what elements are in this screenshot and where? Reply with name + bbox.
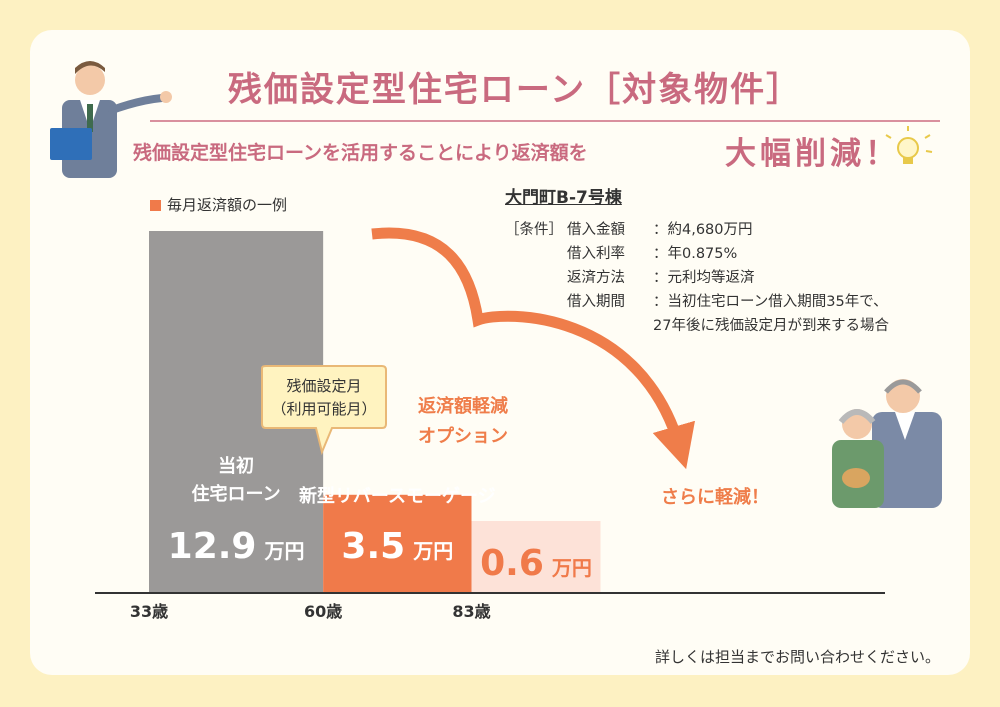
subtitle: 残価設定型住宅ローンを活用することにより返済額を <box>133 142 588 164</box>
property-info: 大門町B-7号棟 ［条件］ 借入金額 ：約4,680万円 借入利率 ：年0.87… <box>505 183 889 338</box>
condition-value: ：約4,680万円 <box>653 222 753 238</box>
condition-continuation: 27年後に残価設定月が到来する場合 <box>653 318 889 334</box>
reduction-arrow <box>371 227 695 470</box>
bar-value: 3.5 万円 <box>341 526 453 567</box>
legend-swatch <box>150 200 161 211</box>
x-tick-label: 83歳 <box>452 602 490 621</box>
page-title: 残価設定型住宅ローン［対象物件］ <box>227 70 803 110</box>
condition-row: 借入利率 ：年0.875% <box>505 242 737 266</box>
condition-label: 返済方法 <box>567 270 625 286</box>
title-divider <box>150 120 940 122</box>
chart-legend: 毎月返済額の一例 <box>150 194 287 215</box>
bar-label: 住宅ローン <box>192 483 281 505</box>
condition-row: 返済方法 ：元利均等返済 <box>505 266 755 290</box>
bar-label: 新型リバースモーゲージ <box>299 485 496 507</box>
condition-label: 借入利率 <box>567 246 625 262</box>
legend-label: 毎月返済額の一例 <box>167 196 288 214</box>
callout-line1: 残価設定月 <box>286 377 361 395</box>
option-label-line1: 返済額軽減 <box>418 395 508 417</box>
bar-value: 12.9 万円 <box>168 526 305 567</box>
condition-row: 借入期間 ：当初住宅ローン借入期間35年で、 <box>505 290 888 314</box>
x-tick-label: 60歳 <box>304 602 342 621</box>
condition-label: 借入金額 <box>567 222 625 238</box>
condition-row: 27年後に残価設定月が到来する場合 <box>505 314 889 338</box>
bar-label: 当初 <box>218 455 254 477</box>
bar <box>471 521 601 593</box>
conditions-label: ［条件］ <box>505 222 563 238</box>
condition-value: ：元利均等返済 <box>653 270 755 286</box>
lightbulb-icon <box>885 126 933 164</box>
businessman-illustration <box>50 61 172 178</box>
condition-label: 借入期間 <box>567 294 625 310</box>
condition-row: ［条件］ 借入金額 ：約4,680万円 <box>505 218 753 242</box>
option-label-line2: オプション <box>418 425 508 447</box>
condition-value: ：年0.875% <box>653 246 738 262</box>
condition-value: ：当初住宅ローン借入期間35年で、 <box>653 294 888 310</box>
callout-line2: （利用可能月） <box>271 400 376 418</box>
property-name: 大門町B-7号棟 <box>505 188 622 208</box>
further-reduction-label: さらに軽減！ <box>661 486 769 508</box>
subtitle-emphasis: 大幅削減！ <box>725 136 900 172</box>
bar-value: 0.6 万円 <box>480 543 592 584</box>
elderly-couple-illustration <box>832 379 942 508</box>
residual-value-callout: 残価設定月 （利用可能月） <box>261 365 387 456</box>
x-tick-label: 33歳 <box>130 602 168 621</box>
footer-note: 詳しくは担当までお問い合わせください。 <box>655 648 940 666</box>
bar <box>323 494 472 593</box>
